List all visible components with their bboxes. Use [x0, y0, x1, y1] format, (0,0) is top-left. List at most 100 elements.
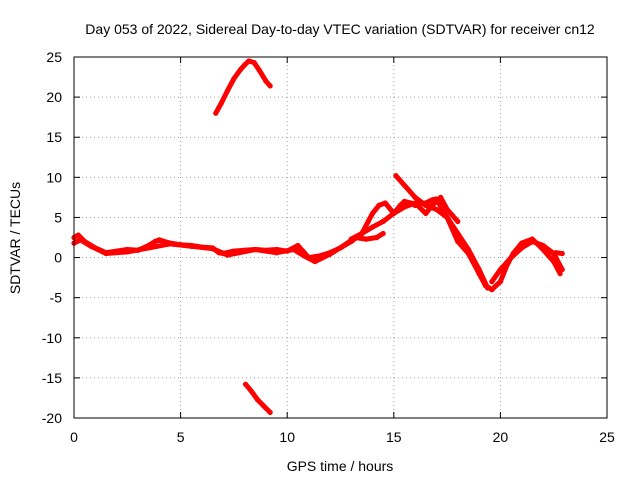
data-point: [476, 266, 482, 273]
data-point: [252, 246, 258, 253]
y-tick-label: 5: [54, 209, 62, 225]
x-tick-label: 10: [279, 429, 295, 445]
data-point: [209, 246, 216, 252]
x-tick-label: 15: [386, 429, 402, 445]
data-point: [465, 246, 472, 253]
y-tick-label: 20: [46, 89, 62, 105]
y-tick-label: -10: [42, 330, 62, 346]
data-point: [256, 68, 263, 74]
data-point: [508, 254, 514, 261]
data-point: [75, 232, 81, 238]
data-point: [231, 76, 237, 82]
y-tick-label: 0: [54, 250, 62, 266]
data-point: [401, 204, 408, 210]
data-point: [489, 279, 495, 285]
data-point: [489, 287, 495, 293]
data-point: [369, 210, 376, 217]
data-point: [559, 250, 565, 257]
data-point: [290, 246, 297, 253]
data-point: [327, 251, 333, 257]
data-point: [391, 210, 397, 217]
data-point: [455, 238, 461, 245]
data-point: [152, 238, 158, 245]
data-point: [412, 194, 418, 200]
chart-title: Day 053 of 2022, Sidereal Day-to-day VTE…: [85, 21, 595, 37]
data-point: [348, 236, 354, 242]
data-point: [412, 200, 418, 206]
data-point: [365, 218, 371, 225]
data-point: [248, 388, 254, 394]
data-point: [224, 88, 231, 94]
data-point: [557, 271, 563, 277]
series-segment-15-to-19: [393, 173, 491, 291]
data-point: [218, 100, 224, 107]
data-point: [295, 242, 301, 249]
plot-border: [73, 56, 608, 419]
data-point: [261, 403, 267, 409]
data-point: [433, 206, 440, 213]
data-point: [237, 67, 243, 73]
data-point: [423, 202, 429, 209]
data-point: [263, 78, 269, 84]
data-point: [455, 218, 461, 225]
data-point: [529, 238, 535, 245]
data-point: [553, 250, 559, 256]
data-point: [401, 182, 408, 188]
data-point: [519, 245, 525, 251]
data-point: [363, 236, 369, 242]
data-point: [423, 210, 429, 217]
data-point: [167, 241, 173, 247]
data-point: [103, 250, 109, 257]
data-point: [393, 173, 399, 179]
data-point: [429, 202, 435, 209]
data-point: [380, 230, 386, 237]
data-point: [444, 214, 450, 221]
data-point: [243, 381, 249, 387]
data-point: [188, 243, 194, 249]
data-point: [312, 258, 318, 265]
data-point: [273, 250, 280, 256]
y-axis-label: SDTVAR / TECUs: [7, 182, 23, 294]
data-point: [301, 253, 307, 259]
y-tick-label: 25: [46, 49, 62, 65]
x-tick-label: 0: [70, 429, 78, 445]
data-point: [267, 409, 273, 415]
y-tick-label: -15: [42, 370, 62, 386]
data-point: [401, 198, 408, 204]
series-upper-arc: [213, 58, 273, 116]
data-point: [497, 266, 503, 273]
data-point: [251, 60, 257, 66]
data-point: [267, 83, 273, 89]
data-point: [246, 58, 252, 64]
x-tick-label: 20: [493, 429, 509, 445]
data-point: [213, 110, 219, 116]
data-point: [146, 245, 152, 251]
data-point: [369, 224, 376, 230]
data-point: [444, 206, 450, 213]
x-axis-label: GPS time / hours: [287, 458, 394, 474]
data-point: [224, 252, 231, 258]
x-tick-label: 25: [599, 429, 615, 445]
data-point: [241, 62, 248, 68]
data-point: [88, 243, 94, 249]
data-point: [497, 279, 503, 285]
data-point: [340, 243, 346, 249]
data-point: [380, 218, 386, 225]
y-tick-label: 10: [46, 169, 62, 185]
data-point: [559, 266, 565, 273]
data-point: [254, 396, 260, 403]
data-point: [438, 194, 444, 200]
data-point: [124, 249, 130, 255]
data-point: [382, 200, 388, 206]
data-point: [540, 242, 546, 249]
y-tick-label: -5: [50, 290, 63, 306]
data-point: [455, 230, 461, 237]
data-point: [374, 234, 380, 241]
data-point: [376, 202, 382, 209]
y-tick-label: 15: [46, 129, 62, 145]
y-tick-label: -20: [42, 410, 62, 426]
data-point: [156, 237, 162, 243]
x-tick-label: 5: [177, 429, 185, 445]
data-point: [77, 237, 83, 243]
